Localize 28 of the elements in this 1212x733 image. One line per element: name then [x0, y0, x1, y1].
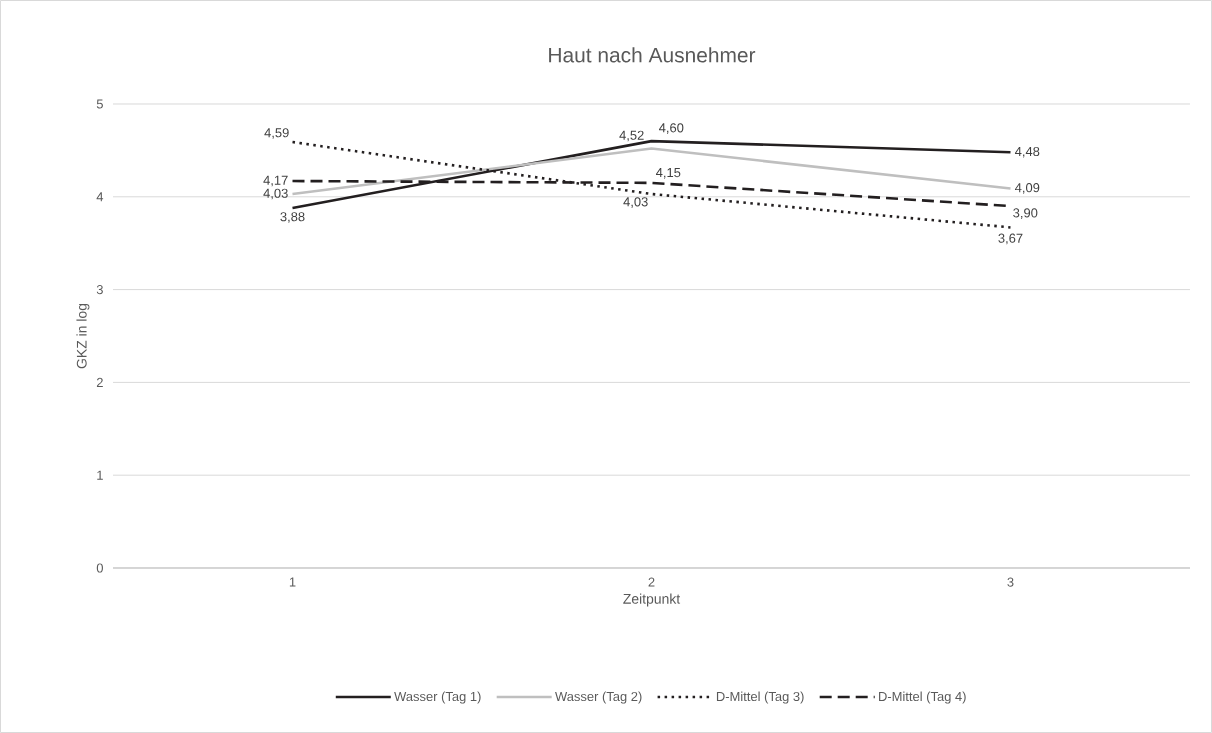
y-tick-label: 2 — [96, 377, 103, 387]
data-label: 4,15 — [655, 168, 681, 179]
data-label: 3,90 — [1013, 208, 1038, 219]
legend-label: D-Mittel (Tag 3) — [716, 691, 804, 704]
data-label: 4,59 — [264, 128, 289, 139]
data-label: 4,60 — [658, 123, 684, 134]
x-tick-label: 1 — [289, 577, 296, 587]
data-label: 4,09 — [1014, 183, 1040, 194]
chart-title: Haut nach Ausnehmer — [549, 47, 756, 63]
y-tick-label: 5 — [96, 99, 103, 109]
data-label: 4,03 — [263, 188, 288, 200]
data-label: 3,67 — [998, 233, 1023, 245]
x-tick-label: 3 — [1007, 577, 1014, 587]
legend-label: Wasser (Tag 2) — [555, 691, 642, 704]
y-tick-label: 0 — [96, 563, 103, 573]
y-tick-label: 3 — [96, 285, 103, 295]
data-label: 4,17 — [263, 175, 288, 187]
data-label: 4,48 — [1014, 146, 1040, 158]
y-tick-label: 1 — [97, 470, 103, 480]
data-label: 4,52 — [619, 130, 644, 142]
y-tick-label: 4 — [96, 192, 104, 202]
legend-label: D-Mittel (Tag 4) — [879, 691, 966, 704]
x-axis-title: Zeitpunkt — [623, 593, 681, 607]
legend-label: Wasser (Tag 1) — [394, 691, 481, 704]
data-label: 3,88 — [280, 212, 305, 223]
data-label: 4,03 — [623, 197, 648, 208]
x-tick-label: 2 — [648, 577, 655, 587]
y-axis-title: GKZ in log — [76, 303, 90, 369]
